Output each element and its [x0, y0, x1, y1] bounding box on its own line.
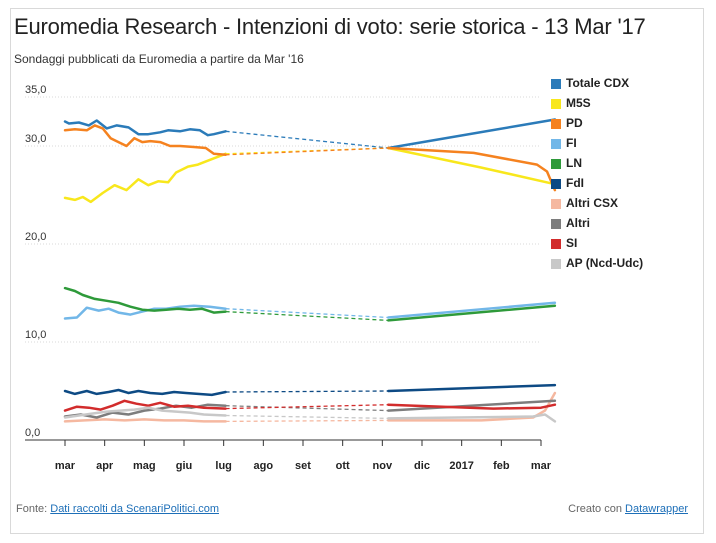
series-gap-line: [225, 147, 389, 155]
series-line: [63, 124, 227, 157]
series-gap-line: [225, 147, 389, 156]
credit-prefix: Creato con: [568, 503, 622, 515]
series-gap-line: [225, 404, 389, 410]
series-line: [63, 418, 227, 423]
y-tick-label: 20,0: [25, 231, 46, 243]
x-tick-label: apr: [96, 460, 114, 472]
x-tick-label: mar: [531, 460, 552, 472]
x-tick-label: mar: [55, 460, 76, 472]
x-tick-label: nov: [373, 460, 393, 472]
x-tick-label: 2017: [449, 460, 473, 472]
x-tick-label: lug: [215, 460, 232, 472]
legend-swatch: [551, 259, 561, 269]
x-tick-label: feb: [493, 460, 510, 472]
series-layer: [63, 118, 557, 423]
series-line: [63, 119, 227, 137]
series-line: [387, 399, 557, 412]
legend-label: Totale CDX: [566, 76, 630, 90]
series-line: [387, 301, 557, 319]
x-tick-label: dic: [414, 460, 430, 472]
legend-swatch: [551, 159, 561, 169]
legend-label: M5S: [566, 96, 591, 110]
legend-swatch: [551, 119, 561, 129]
series-line: [63, 152, 227, 204]
series-gap-line: [225, 308, 389, 319]
series-gap-line: [225, 405, 389, 412]
legend-label: LN: [566, 156, 582, 170]
series-line: [387, 146, 557, 192]
x-tick-label: ago: [254, 460, 274, 472]
series-gap-line: [225, 130, 389, 149]
legend-label: FdI: [566, 176, 584, 190]
chart-title: Euromedia Research - Intenzioni di voto:…: [14, 14, 646, 39]
x-tick-label: giu: [176, 460, 193, 472]
series-line: [63, 406, 227, 419]
axis-layer: 0,0 10,0 20,0 30,0 35,0 mar apr mag giu lug ago set…: [25, 84, 552, 472]
legend-swatch: [551, 199, 561, 209]
series-line: [387, 413, 557, 423]
series-line: [387, 383, 557, 393]
x-tick-label: mag: [133, 460, 156, 472]
series-gap-line: [225, 390, 389, 393]
y-tick-label: 30,0: [25, 133, 46, 145]
legend-label: AP (Ncd-Udc): [566, 256, 644, 270]
series-line: [63, 399, 227, 412]
legend-label: Altri: [566, 216, 590, 230]
series-gap-line: [225, 419, 389, 423]
legend-swatch: [551, 179, 561, 189]
source-prefix: Fonte:: [16, 503, 48, 515]
legend-label: Altri CSX: [566, 196, 619, 210]
grid-layer: [25, 96, 541, 441]
source-link[interactable]: Dati raccolti da ScenariPolitici.com: [50, 503, 219, 515]
series-line: [63, 388, 227, 397]
legend-swatch: [551, 99, 561, 109]
series-gap-line: [225, 414, 389, 420]
series-line: [387, 304, 557, 322]
legend-swatch: [551, 139, 561, 149]
legend-label: FI: [566, 136, 577, 150]
chart-subtitle: Sondaggi pubblicati da Euromedia a parti…: [14, 52, 304, 66]
legend-label: PD: [566, 116, 583, 130]
series-line: [387, 403, 557, 410]
x-tick-label: ott: [336, 460, 350, 472]
x-tick-label: set: [295, 460, 311, 472]
chart-card: [10, 8, 704, 534]
legend-swatch: [551, 79, 561, 89]
series-line: [63, 304, 227, 320]
series-line: [387, 146, 557, 186]
legend-label: SI: [566, 236, 578, 250]
y-tick-label: 0,0: [25, 427, 40, 439]
y-tick-label: 35,0: [25, 84, 46, 96]
legend-swatch: [551, 239, 561, 249]
series-gap-line: [225, 310, 389, 322]
series-line: [387, 118, 557, 150]
series-line: [63, 286, 227, 314]
footer-credit: Creato con Datawrapper: [568, 503, 688, 515]
footer-source: Fonte: Dati raccolti da ScenariPolitici.…: [16, 503, 219, 515]
legend-swatch: [551, 219, 561, 229]
y-tick-label: 10,0: [25, 329, 46, 341]
datawrapper-link[interactable]: Datawrapper: [625, 503, 688, 515]
